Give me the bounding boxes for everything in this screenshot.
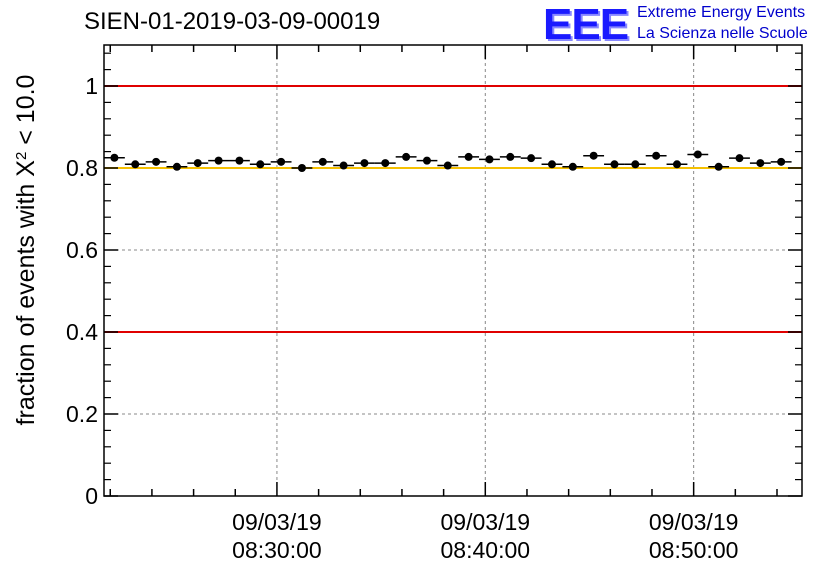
data-point-marker: [214, 156, 223, 165]
eee-logo-mark: EEE: [543, 0, 629, 49]
data-point-marker: [547, 160, 556, 169]
data-point-marker: [318, 157, 327, 166]
data-point: [104, 153, 125, 162]
data-point-marker: [402, 152, 411, 161]
x-tick-label-time: 08:30:00: [232, 537, 322, 563]
data-point: [666, 160, 688, 169]
reference-lines: [104, 85, 802, 333]
data-point: [354, 159, 375, 168]
data-point: [291, 164, 313, 172]
chart-title: SIEN-01-2019-03-09-00019: [84, 8, 381, 35]
data-point: [583, 151, 605, 160]
data-point-marker: [131, 160, 140, 169]
data-point: [541, 160, 563, 169]
data-point-marker: [652, 151, 661, 160]
data-point: [333, 161, 355, 170]
data-point: [520, 154, 542, 163]
data-point: [687, 150, 709, 159]
y-axis-label: fraction of events with X2 < 10.0: [12, 75, 40, 426]
data-point-marker: [610, 160, 619, 169]
data-point-marker: [172, 162, 181, 171]
data-point-marker: [381, 159, 390, 168]
data-point: [208, 156, 230, 165]
y-axis-ticks: 0 0.2 0.4 0.6 0.8 1: [66, 52, 802, 509]
y-tick-label: 0.6: [66, 237, 98, 263]
y-axis-label-main: fraction of events with X: [12, 160, 40, 426]
data-point-marker: [152, 157, 161, 166]
data-point-marker: [589, 151, 598, 160]
data-point: [437, 161, 459, 170]
data-point-marker: [631, 160, 640, 169]
data-point: [124, 160, 146, 169]
data-point-marker: [672, 160, 681, 169]
logo-line-2: La Scienza nelle Scuole: [637, 25, 808, 42]
data-point: [729, 154, 750, 163]
data-point: [645, 151, 667, 160]
data-point-marker: [714, 162, 723, 171]
data-point: [187, 159, 209, 168]
data-point-marker: [693, 150, 702, 159]
data-point-marker: [443, 161, 452, 170]
data-point-marker: [277, 157, 286, 166]
x-tick-label-date: 09/03/19: [649, 509, 739, 535]
x-tick-label-time: 08:40:00: [441, 537, 531, 563]
data-point-marker: [464, 152, 473, 161]
y-tick-label: 0.4: [66, 319, 98, 345]
x-tick-label-date: 09/03/19: [441, 509, 531, 535]
data-point: [229, 156, 250, 165]
data-points: [104, 150, 792, 172]
data-point: [145, 157, 167, 166]
data-point-marker: [756, 159, 765, 168]
data-point: [708, 162, 730, 171]
data-point: [479, 155, 500, 164]
data-point: [166, 162, 188, 171]
data-point: [270, 157, 292, 166]
data-point-marker: [485, 155, 494, 164]
plot-frame: [103, 44, 803, 497]
data-point: [374, 159, 396, 168]
x-tick-label-date: 09/03/19: [232, 509, 322, 535]
data-point: [770, 157, 792, 166]
data-point: [624, 160, 646, 169]
data-point: [562, 162, 584, 171]
y-axis-label-tail: < 10.0: [12, 75, 40, 152]
data-point: [312, 157, 334, 166]
data-point-marker: [568, 162, 577, 171]
data-point-marker: [339, 161, 348, 170]
data-point-marker: [777, 157, 786, 166]
data-point-marker: [256, 160, 265, 169]
data-point: [395, 152, 417, 161]
data-point: [749, 159, 771, 168]
y-tick-label: 0: [85, 483, 98, 509]
data-point-marker: [735, 154, 744, 163]
grid: [104, 45, 802, 496]
data-point-marker: [527, 154, 536, 163]
data-point-marker: [110, 153, 119, 162]
data-point-marker: [235, 156, 244, 165]
data-point-marker: [422, 156, 431, 165]
data-point-marker: [360, 159, 369, 168]
logo-line-1: Extreme Energy Events: [637, 4, 806, 21]
x-axis-ticks: 09/03/1908:30:0009/03/1908:40:0009/03/19…: [109, 45, 778, 563]
data-point: [249, 160, 271, 169]
data-point: [604, 160, 625, 169]
y-tick-label: 0.8: [66, 155, 98, 181]
data-point: [416, 156, 438, 165]
data-point-marker: [506, 152, 515, 161]
data-point: [499, 152, 521, 161]
data-point: [458, 152, 480, 161]
eee-logo: EEE Extreme Energy Events La Scienza nel…: [543, 0, 833, 49]
y-tick-label: 0.2: [66, 401, 98, 427]
y-tick-label: 1: [85, 73, 98, 99]
x-tick-label-time: 08:50:00: [649, 537, 739, 563]
data-point-marker: [193, 159, 202, 168]
data-point-marker: [297, 164, 306, 172]
y-axis-label-sup: 2: [13, 152, 30, 160]
